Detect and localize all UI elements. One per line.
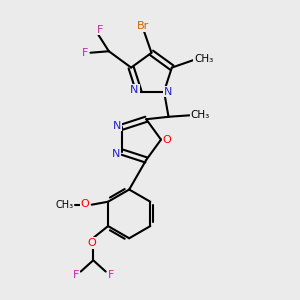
Text: CH₃: CH₃ [55,200,73,210]
Text: CH₃: CH₃ [191,110,210,120]
Text: Br: Br [136,21,149,31]
Text: F: F [73,270,79,280]
Text: F: F [108,270,114,280]
Text: N: N [130,85,139,95]
Text: F: F [82,48,88,58]
Text: N: N [113,121,121,130]
Text: O: O [163,135,171,145]
Text: N: N [112,149,121,159]
Text: F: F [97,25,103,34]
Text: N: N [164,86,172,97]
Text: CH₃: CH₃ [194,54,213,64]
Text: O: O [81,199,90,209]
Text: O: O [87,238,96,248]
